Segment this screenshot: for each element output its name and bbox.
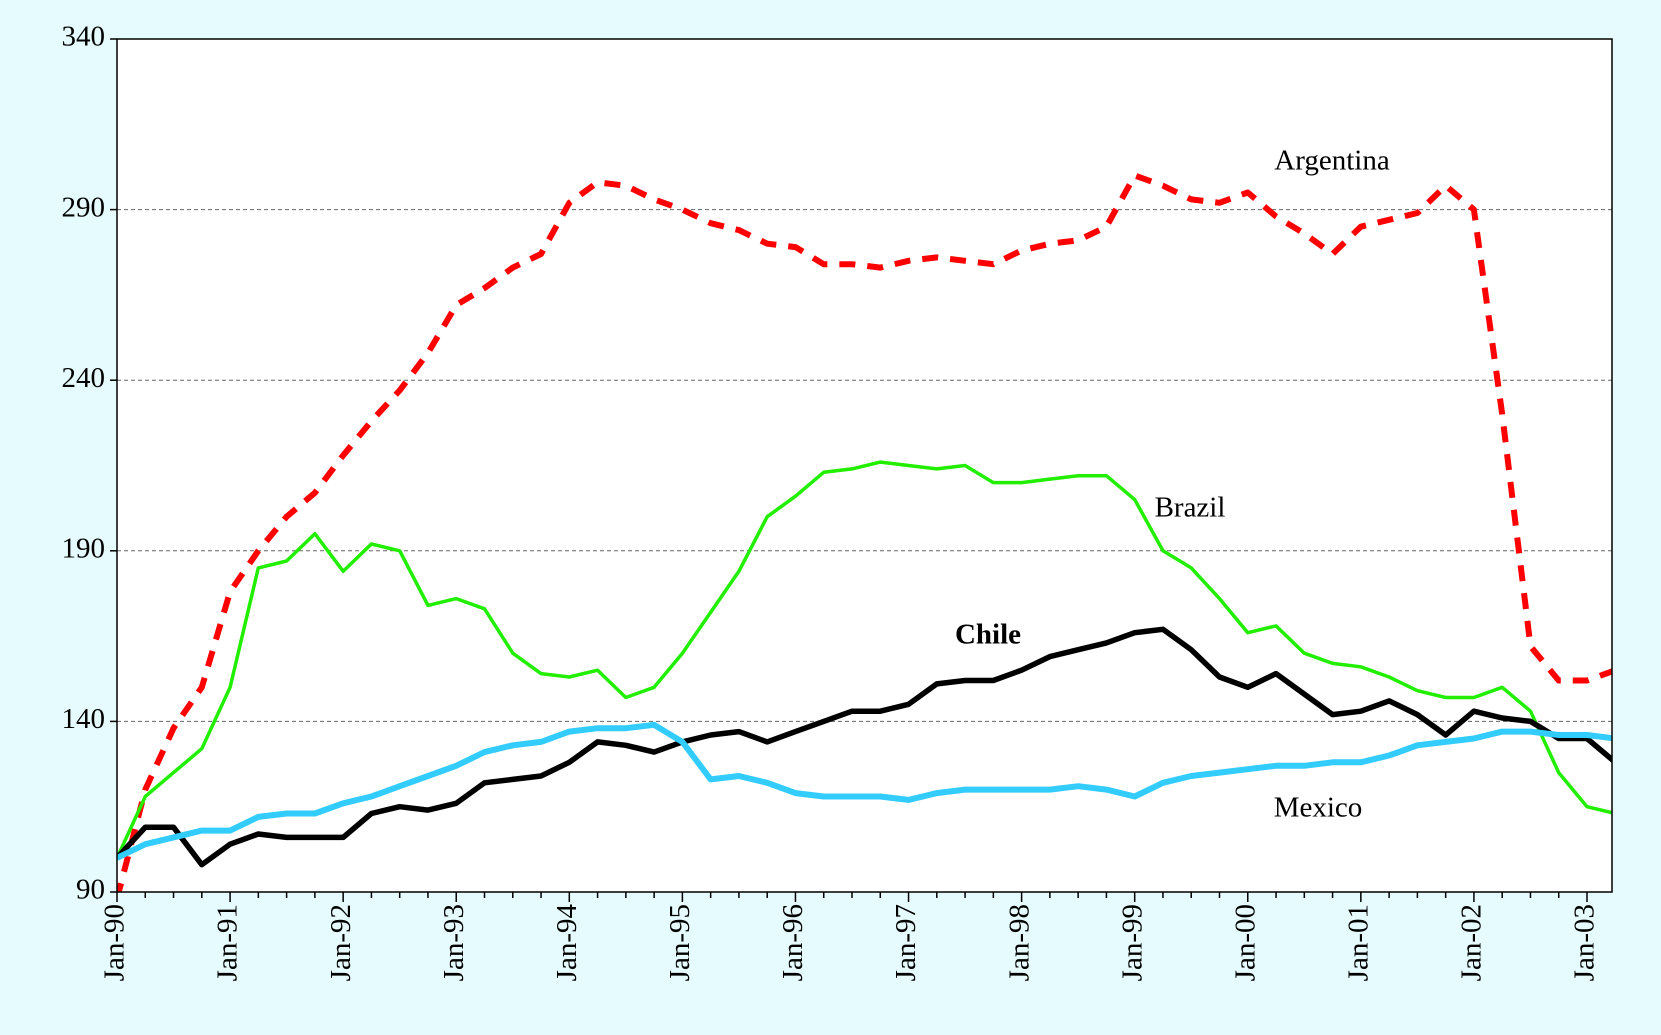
x-tick-label: Jan-91	[212, 904, 244, 981]
y-tick-label: 90	[76, 874, 105, 906]
x-tick-label: Jan-92	[325, 904, 357, 981]
lines	[117, 172, 1612, 892]
series-label: Argentina	[1274, 145, 1390, 177]
series-line	[117, 172, 1612, 892]
y-tick-label: 290	[62, 191, 106, 223]
x-tick-label: Jan-02	[1456, 904, 1488, 981]
x-tick-label: Jan-99	[1116, 904, 1148, 981]
series-line	[117, 626, 1612, 868]
y-tick-label: 190	[62, 532, 106, 564]
x-tick-label: Jan-00	[1229, 904, 1261, 981]
x-tick-label: Jan-90	[99, 904, 131, 981]
series-label: Mexico	[1274, 792, 1363, 824]
series-label: Brazil	[1155, 492, 1226, 524]
series-line	[117, 460, 1612, 859]
x-tick-label: Jan-98	[1003, 904, 1035, 981]
axes: 90 140 190 240 290 340 Jan-90 Jan-91 Jan-92 Jan-9…	[62, 21, 1601, 982]
y-tick-label: 240	[62, 362, 106, 394]
y-tick-label: 340	[62, 21, 106, 53]
x-tick-label: Jan-96	[777, 904, 809, 981]
x-tick-label: Jan-97	[890, 904, 922, 981]
plot-frame	[116, 38, 1613, 893]
x-tick-label: Jan-01	[1343, 904, 1375, 981]
x-tick-label: Jan-93	[438, 904, 470, 981]
x-tick-label: Jan-94	[551, 904, 583, 982]
series-line	[117, 721, 1612, 861]
x-tick-label: Jan-95	[664, 904, 696, 981]
x-tick-label: Jan-03	[1569, 904, 1601, 981]
y-tick-label: 140	[62, 703, 106, 735]
series-label: Chile	[955, 619, 1021, 651]
